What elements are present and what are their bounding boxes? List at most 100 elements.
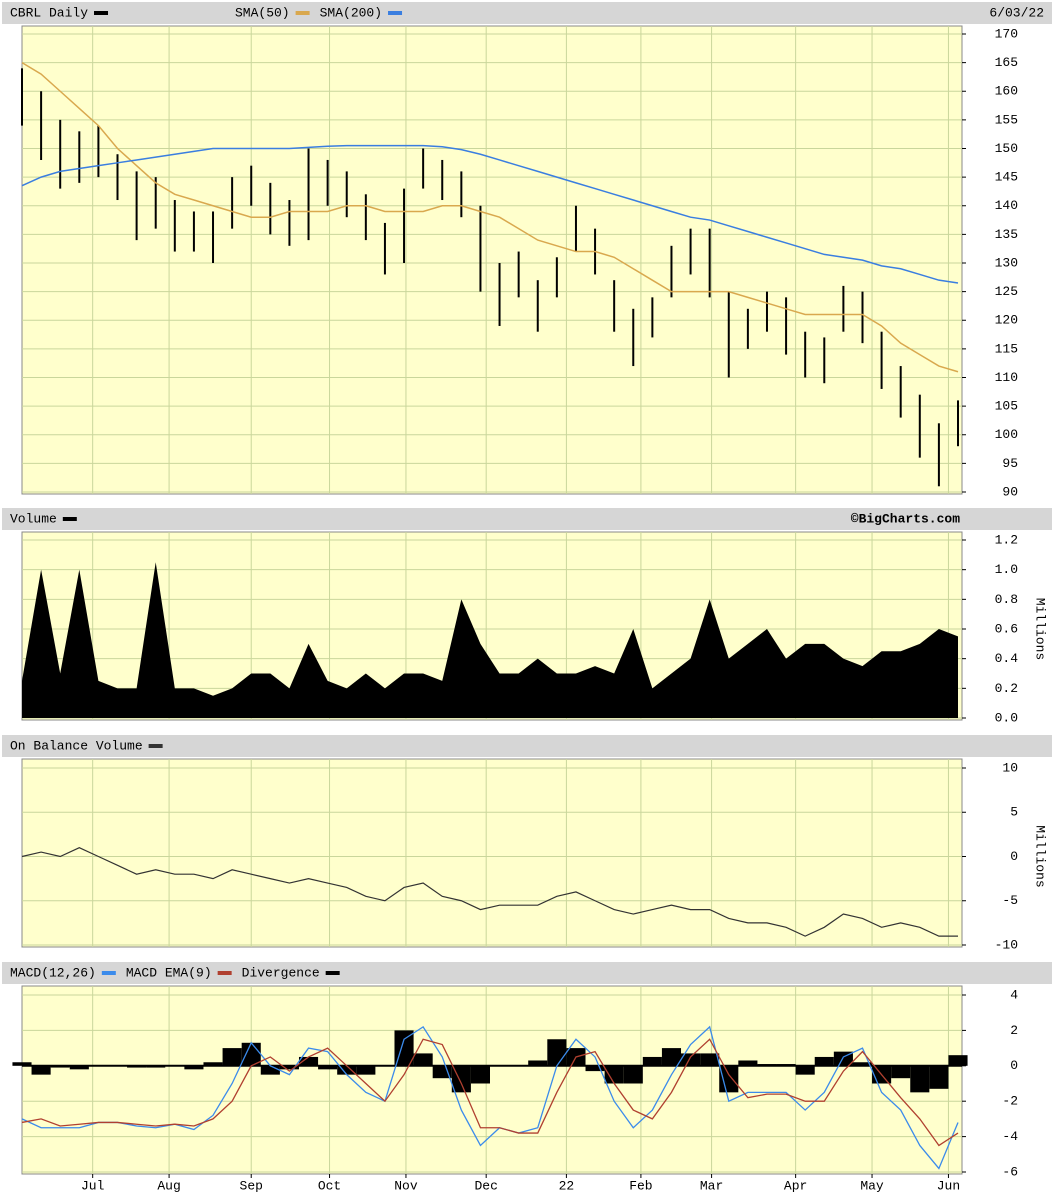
divergence-bar	[547, 1039, 567, 1066]
y-tick-label: 4	[1010, 987, 1018, 1002]
y-tick-label: 0.4	[995, 651, 1019, 666]
panel-header	[2, 735, 1052, 757]
plot-area	[21, 25, 963, 495]
y-tick-label: 130	[995, 255, 1018, 270]
y-tick-label: 105	[995, 399, 1018, 414]
y-axis-label: Millions	[1033, 598, 1048, 660]
divergence-bar	[910, 1065, 930, 1093]
divergence-bar	[394, 1030, 414, 1066]
macd-line	[21, 1038, 959, 1147]
y-tick-label: 135	[995, 227, 1018, 242]
legend-entry: SMA(200)	[320, 5, 382, 20]
plot-area	[21, 758, 963, 948]
y-tick-label: 90	[1002, 484, 1018, 499]
divergence-bar	[528, 1060, 548, 1066]
divergence-bar	[700, 1053, 720, 1066]
divergence-bar	[260, 1065, 280, 1075]
divergence-bar	[929, 1065, 949, 1089]
y-tick-label: 95	[1002, 456, 1018, 471]
legend-swatch	[62, 517, 77, 521]
y-tick-label: -4	[1002, 1129, 1018, 1144]
panel-title: Volume	[10, 511, 57, 526]
divergence-bar	[470, 1065, 490, 1084]
legend-swatch	[388, 11, 403, 15]
y-tick-label: -10	[995, 937, 1018, 952]
divergence-bar	[852, 1062, 873, 1066]
y-tick-label: 10	[1002, 760, 1018, 775]
divergence-bar	[795, 1065, 815, 1075]
divergence-bar	[719, 1065, 739, 1093]
divergence-bar	[69, 1065, 89, 1070]
divergence-bar	[738, 1060, 758, 1066]
y-tick-label: 0.2	[995, 681, 1018, 696]
divergence-bar	[642, 1056, 662, 1066]
legend-entry: MACD EMA(9)	[126, 965, 212, 980]
credit: ©BigCharts.com	[851, 511, 960, 526]
x-tick-label: Dec	[474, 1178, 497, 1193]
y-tick-label: -5	[1002, 893, 1018, 908]
y-tick-label: 0	[1010, 849, 1018, 864]
x-tick-label: Aug	[157, 1178, 180, 1193]
y-tick-label: 110	[995, 370, 1018, 385]
y-tick-label: 115	[995, 341, 1018, 356]
y-axis-label: Millions	[1033, 825, 1048, 887]
divergence-bar	[585, 1065, 605, 1072]
divergence-bar	[681, 1053, 701, 1066]
divergence-bar	[891, 1065, 911, 1079]
x-tick-label: Apr	[784, 1178, 807, 1193]
x-tick-label: Sep	[240, 1178, 263, 1193]
divergence-bar	[12, 1062, 32, 1066]
panel-header	[2, 2, 1052, 24]
legend-swatch	[325, 971, 340, 975]
divergence-bar	[661, 1048, 682, 1066]
divergence-bar	[298, 1056, 319, 1066]
divergence-bar	[184, 1065, 204, 1070]
legend-swatch	[295, 11, 310, 15]
volume-area	[22, 562, 958, 718]
divergence-bar	[604, 1065, 624, 1084]
y-tick-label: 170	[995, 26, 1018, 41]
legend-entry: MACD(12,26)	[10, 965, 96, 980]
x-tick-label: Jun	[937, 1178, 960, 1193]
divergence-bar	[31, 1065, 51, 1075]
y-tick-label: 0	[1010, 1058, 1018, 1073]
x-tick-label: Jul	[81, 1178, 105, 1193]
y-tick-label: 1.0	[995, 562, 1018, 577]
x-tick-label: Mar	[700, 1178, 723, 1193]
plot-area	[21, 985, 963, 1175]
legend-swatch	[101, 971, 116, 975]
y-tick-label: 5	[1010, 805, 1018, 820]
y-tick-label: 100	[995, 427, 1018, 442]
y-tick-label: 160	[995, 84, 1018, 99]
x-tick-label: Oct	[318, 1178, 341, 1193]
y-tick-label: 0.8	[995, 592, 1018, 607]
panel-title: On Balance Volume	[10, 738, 143, 753]
y-tick-label: 120	[995, 313, 1018, 328]
divergence-bar	[222, 1048, 242, 1066]
panel-header	[2, 508, 1052, 530]
y-tick-label: 165	[995, 55, 1018, 70]
divergence-bar	[356, 1065, 376, 1075]
panel-header	[2, 962, 1052, 984]
x-tick-label: Feb	[629, 1178, 652, 1193]
divergence-bar	[318, 1065, 338, 1070]
legend-entry: Divergence	[242, 965, 320, 980]
legend-swatch	[94, 11, 109, 15]
divergence-bar	[337, 1065, 357, 1075]
x-tick-label: Nov	[394, 1178, 418, 1193]
y-tick-label: 1.2	[995, 532, 1018, 547]
y-tick-label: 140	[995, 198, 1018, 213]
panel-title: CBRL Daily	[10, 5, 88, 20]
x-tick-label: May	[860, 1178, 884, 1193]
chart-date: 6/03/22	[989, 5, 1044, 20]
x-tick-label: 22	[559, 1178, 575, 1193]
sma-line	[21, 61, 959, 373]
divergence-bar	[413, 1053, 433, 1066]
y-tick-label: 145	[995, 170, 1018, 185]
y-tick-label: 2	[1010, 1023, 1018, 1038]
legend-entry: SMA(50)	[235, 5, 290, 20]
sma-line	[21, 144, 959, 284]
y-tick-label: 155	[995, 112, 1018, 127]
y-tick-label: -2	[1002, 1094, 1018, 1109]
